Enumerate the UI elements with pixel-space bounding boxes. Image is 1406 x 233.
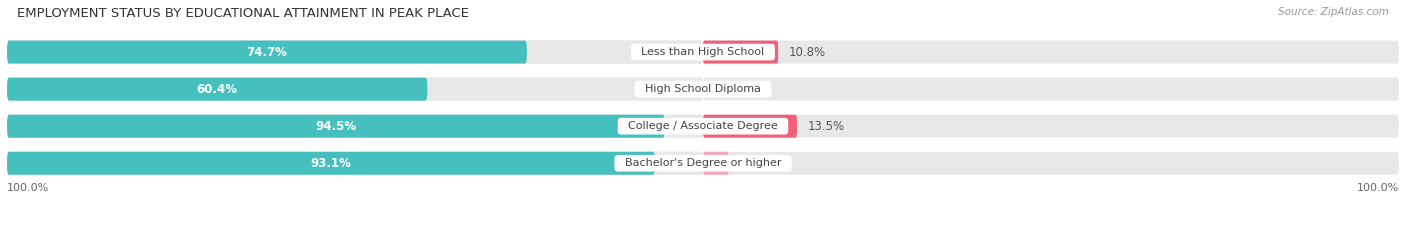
FancyBboxPatch shape bbox=[7, 78, 427, 101]
FancyBboxPatch shape bbox=[7, 41, 703, 64]
Text: 13.5%: 13.5% bbox=[807, 120, 845, 133]
Text: Less than High School: Less than High School bbox=[634, 47, 772, 57]
FancyBboxPatch shape bbox=[703, 152, 1399, 175]
FancyBboxPatch shape bbox=[7, 152, 703, 175]
Text: 94.5%: 94.5% bbox=[315, 120, 357, 133]
Text: Source: ZipAtlas.com: Source: ZipAtlas.com bbox=[1278, 7, 1389, 17]
FancyBboxPatch shape bbox=[7, 41, 527, 64]
FancyBboxPatch shape bbox=[7, 115, 665, 138]
Text: 100.0%: 100.0% bbox=[7, 183, 49, 193]
FancyBboxPatch shape bbox=[7, 152, 655, 175]
FancyBboxPatch shape bbox=[7, 41, 703, 64]
FancyBboxPatch shape bbox=[703, 41, 778, 64]
Text: Bachelor's Degree or higher: Bachelor's Degree or higher bbox=[617, 158, 789, 168]
Text: 3.7%: 3.7% bbox=[740, 157, 769, 170]
FancyBboxPatch shape bbox=[7, 115, 703, 138]
Text: 0.0%: 0.0% bbox=[713, 83, 742, 96]
FancyBboxPatch shape bbox=[703, 78, 1399, 101]
Text: 60.4%: 60.4% bbox=[197, 83, 238, 96]
Text: 74.7%: 74.7% bbox=[246, 46, 287, 58]
FancyBboxPatch shape bbox=[7, 78, 703, 101]
Text: High School Diploma: High School Diploma bbox=[638, 84, 768, 94]
FancyBboxPatch shape bbox=[7, 152, 703, 175]
Text: 100.0%: 100.0% bbox=[1357, 183, 1399, 193]
FancyBboxPatch shape bbox=[703, 41, 1399, 64]
Text: 10.8%: 10.8% bbox=[789, 46, 825, 58]
Text: 93.1%: 93.1% bbox=[311, 157, 352, 170]
FancyBboxPatch shape bbox=[7, 115, 703, 138]
Text: College / Associate Degree: College / Associate Degree bbox=[621, 121, 785, 131]
FancyBboxPatch shape bbox=[703, 115, 1399, 138]
FancyBboxPatch shape bbox=[7, 78, 703, 101]
Text: EMPLOYMENT STATUS BY EDUCATIONAL ATTAINMENT IN PEAK PLACE: EMPLOYMENT STATUS BY EDUCATIONAL ATTAINM… bbox=[17, 7, 468, 20]
FancyBboxPatch shape bbox=[703, 152, 728, 175]
FancyBboxPatch shape bbox=[703, 115, 797, 138]
